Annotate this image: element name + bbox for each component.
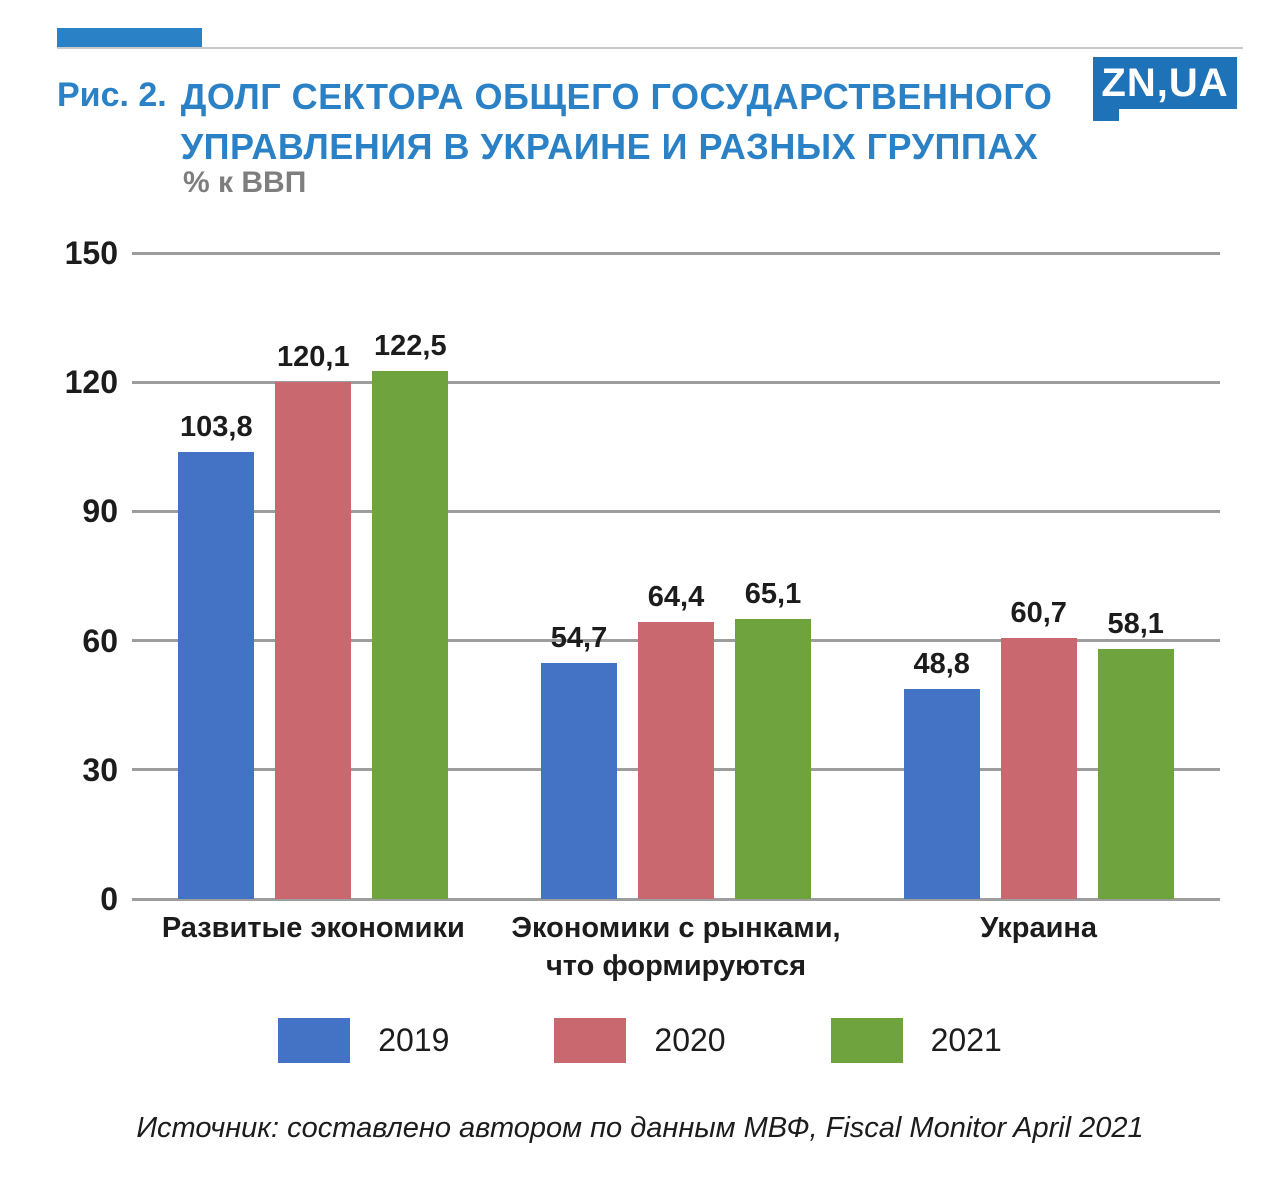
x-axis-labels: Развитые экономики Экономики с рынками, чт…: [132, 910, 1220, 985]
chart-subtitle: % к ВВП: [183, 166, 307, 199]
gridline: [132, 251, 1220, 255]
bar-2021: 122,5: [372, 330, 449, 899]
bar-value-label: 64,4: [647, 580, 705, 613]
bar-2019: 48,8: [903, 648, 980, 899]
legend: 2019 2020 2021: [0, 1018, 1280, 1063]
znua-logo-tail: [1093, 109, 1119, 121]
gridline: [132, 380, 1220, 384]
bar-value-label: 103,8: [180, 410, 253, 443]
y-axis-tick-label: 150: [64, 235, 118, 271]
category-label: Украина: [980, 912, 1098, 944]
y-axis-labels: 0 30 60 90 120 150: [40, 235, 118, 917]
y-axis-tick-label: 120: [64, 364, 118, 401]
bar-2019: 54,7: [541, 622, 617, 899]
bar-groups: 103,8 120,1 122,5 54,7 64,4 65,1 48,8 60,7 58,1: [132, 253, 1220, 899]
chart-title: Рис. 2. ДОЛГ СЕКТОРА ОБЩЕГО ГОСУДАРСТВЕН…: [57, 72, 1052, 173]
legend-item-2020: 2020: [554, 1018, 726, 1063]
source-note: Источник: составлено автором по данным М…: [136, 1112, 1144, 1144]
title-line-2: УПРАВЛЕНИЯ В УКРАИНЕ И РАЗНЫХ ГРУППАХ: [180, 126, 1039, 168]
bar-group: 48,8 60,7 58,1: [857, 253, 1220, 899]
bar-2019: 103,8: [178, 411, 255, 899]
top-divider-line: [57, 47, 1243, 49]
bar-2020: 60,7: [1000, 597, 1077, 899]
bar-value-label: 54,7: [550, 622, 608, 655]
bar-value-label: 60,7: [1010, 596, 1067, 629]
legend-label: 2021: [930, 1022, 1002, 1058]
bar-value-label: 120,1: [277, 340, 350, 373]
legend-swatch-2019: [278, 1018, 351, 1063]
legend-label: 2020: [654, 1022, 726, 1058]
bar-value-label: 58,1: [1107, 607, 1164, 640]
legend-label: 2019: [378, 1022, 450, 1058]
legend-item-2021: 2021: [830, 1018, 1002, 1063]
category-label: Развитые экономики: [161, 912, 465, 944]
legend-swatch-2020: [554, 1018, 627, 1063]
bar-value-label: 48,8: [913, 647, 970, 680]
bar-2020: 64,4: [638, 581, 714, 899]
y-axis-tick-label: 30: [82, 751, 118, 788]
bar-group: 103,8 120,1 122,5: [132, 253, 495, 899]
figure-label: Рис. 2.: [57, 76, 167, 114]
plot-area: 103,8 120,1 122,5 54,7 64,4 65,1 48,8 60,7 58,1: [132, 251, 1220, 901]
bar-group: 54,7 64,4 65,1: [495, 253, 858, 899]
y-axis-tick-label: 90: [82, 493, 118, 530]
title-line-1: ДОЛГ СЕКТОРА ОБЩЕГО ГОСУДАРСТВЕННОГО: [180, 76, 1053, 117]
gridline: [132, 897, 1220, 901]
bar-value-label: 65,1: [744, 577, 802, 610]
y-axis-tick-label: 0: [100, 881, 118, 917]
bar-value-label: 122,5: [374, 330, 447, 363]
legend-swatch-2021: [830, 1018, 903, 1063]
bar-2020: 120,1: [275, 341, 352, 899]
title-text: ДОЛГ СЕКТОРА ОБЩЕГО ГОСУДАРСТВЕННОГО УПР…: [181, 72, 1053, 173]
legend-item-2019: 2019: [278, 1018, 449, 1063]
top-accent-bar: [57, 28, 202, 49]
bar-2021: 65,1: [735, 578, 811, 899]
y-axis-tick-label: 60: [82, 622, 118, 659]
category-label: Экономики с рынками, что формируются: [511, 912, 841, 982]
bar-2021: 58,1: [1097, 608, 1174, 899]
gridline: [132, 509, 1220, 513]
znua-logo: ZN,UA: [1093, 57, 1237, 109]
